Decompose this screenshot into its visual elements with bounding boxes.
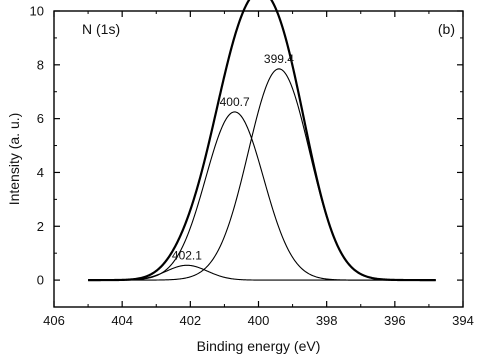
- y-axis-label: Intensity (a. u.): [6, 113, 22, 206]
- x-tick-label: 396: [384, 313, 406, 328]
- y-tick-label: 8: [37, 57, 44, 72]
- panel-label: (b): [438, 21, 455, 37]
- y-tick-label: 10: [30, 4, 44, 19]
- x-tick-label: 404: [111, 313, 133, 328]
- peak-label-399.4: 399.4: [264, 52, 294, 66]
- component-peak-399.4: [88, 68, 436, 281]
- ticks-group: 406 404 402 400 398 396 394 0 2 4 6 8 10: [30, 4, 474, 329]
- x-tick-label: 400: [248, 313, 270, 328]
- x-tick-label: 406: [43, 313, 65, 328]
- peak-label-402.1: 402.1: [172, 248, 202, 262]
- x-tick-label: 398: [316, 313, 338, 328]
- y-tick-label: 6: [37, 111, 44, 126]
- envelope-curve: [88, 0, 436, 282]
- x-tick-label: 402: [179, 313, 201, 328]
- component-peak-400.7: [88, 111, 436, 281]
- x-tick-label: 394: [452, 313, 474, 328]
- y-tick-label: 2: [37, 219, 44, 234]
- labels-group: Binding energy (eV) Intensity (a. u.) N …: [6, 21, 455, 354]
- peak-label-400.7: 400.7: [220, 95, 250, 109]
- element-annotation: N (1s): [82, 21, 120, 37]
- peak-labels-group: 402.1 400.7 399.4: [172, 52, 294, 262]
- y-tick-label: 0: [37, 273, 44, 288]
- x-axis-label: Binding energy (eV): [197, 338, 321, 354]
- y-tick-label: 4: [37, 165, 44, 180]
- curves-group: [88, 0, 436, 282]
